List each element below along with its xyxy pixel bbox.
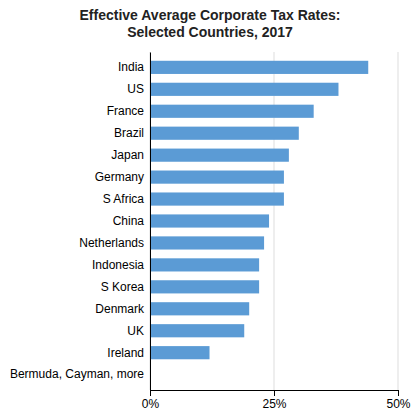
value-axis: 0% 25% 50% bbox=[142, 390, 411, 411]
category-label: India bbox=[118, 60, 144, 74]
tick-mark bbox=[150, 390, 151, 396]
tick-mark bbox=[398, 390, 399, 396]
chart: Effective Average Corporate Tax Rates:Se… bbox=[0, 0, 420, 420]
category-label: Japan bbox=[111, 148, 144, 162]
bar bbox=[150, 280, 259, 293]
category-label: US bbox=[127, 82, 144, 96]
grid bbox=[150, 52, 398, 390]
bar bbox=[150, 258, 259, 271]
category-label: France bbox=[107, 104, 145, 118]
category-label: Germany bbox=[95, 170, 144, 184]
grid-line bbox=[150, 52, 151, 390]
category-label: Brazil bbox=[114, 126, 144, 140]
tick-label: 50% bbox=[386, 397, 410, 411]
category-label: China bbox=[113, 214, 145, 228]
category-label: S Korea bbox=[101, 280, 145, 294]
tick-mark bbox=[274, 390, 275, 396]
category-label: S Africa bbox=[103, 192, 145, 206]
category-label: UK bbox=[127, 324, 144, 338]
category-label: Ireland bbox=[107, 346, 144, 360]
category-tick: Bermuda, Cayman, more bbox=[10, 367, 144, 381]
bar bbox=[150, 214, 269, 227]
bar bbox=[150, 236, 264, 249]
category-tick: France bbox=[107, 104, 145, 118]
axis-line bbox=[151, 391, 399, 397]
category-tick: Japan bbox=[111, 148, 144, 162]
category-tick: Germany bbox=[95, 170, 144, 184]
category-tick: Indonesia bbox=[92, 258, 144, 272]
bar bbox=[150, 346, 210, 359]
category-tick: China bbox=[113, 214, 145, 228]
bar bbox=[150, 105, 314, 118]
grid-line bbox=[398, 52, 399, 390]
bar bbox=[150, 324, 244, 337]
category-label: Denmark bbox=[95, 302, 145, 316]
bar bbox=[150, 192, 284, 205]
tick-label: 25% bbox=[262, 397, 286, 411]
bar bbox=[150, 83, 338, 96]
category-tick: Denmark bbox=[95, 302, 145, 316]
title-line: Effective Average Corporate Tax Rates: bbox=[80, 7, 341, 23]
category-label: Indonesia bbox=[92, 258, 144, 272]
category-tick: India bbox=[118, 60, 144, 74]
title: Effective Average Corporate Tax Rates:Se… bbox=[80, 7, 341, 40]
tick: 50% bbox=[386, 390, 410, 411]
title-line: Selected Countries, 2017 bbox=[127, 24, 293, 40]
category-label: Bermuda, Cayman, more bbox=[10, 367, 144, 381]
bar bbox=[150, 171, 284, 184]
category-tick: S Africa bbox=[103, 192, 145, 206]
category-tick: Brazil bbox=[114, 126, 144, 140]
plot: 0% 25% 50% Bermuda, Cayman, more Ireland UK De… bbox=[10, 52, 411, 411]
tick: 0% bbox=[142, 390, 160, 411]
tick: 25% bbox=[262, 390, 286, 411]
bars bbox=[150, 61, 368, 359]
category-tick: UK bbox=[127, 324, 144, 338]
category-tick: Ireland bbox=[107, 346, 144, 360]
bar bbox=[150, 127, 299, 140]
category-tick: S Korea bbox=[101, 280, 145, 294]
category-label: Netherlands bbox=[79, 236, 144, 250]
category-tick: US bbox=[127, 82, 144, 96]
tick-label: 0% bbox=[142, 397, 160, 411]
bar bbox=[150, 61, 368, 74]
category-tick: Netherlands bbox=[79, 236, 144, 250]
bar bbox=[150, 149, 289, 162]
grid-line bbox=[274, 52, 275, 390]
axis-line bbox=[150, 53, 151, 391]
category-axis: Bermuda, Cayman, more Ireland UK Denmark S K… bbox=[10, 53, 151, 391]
bar bbox=[150, 302, 249, 315]
